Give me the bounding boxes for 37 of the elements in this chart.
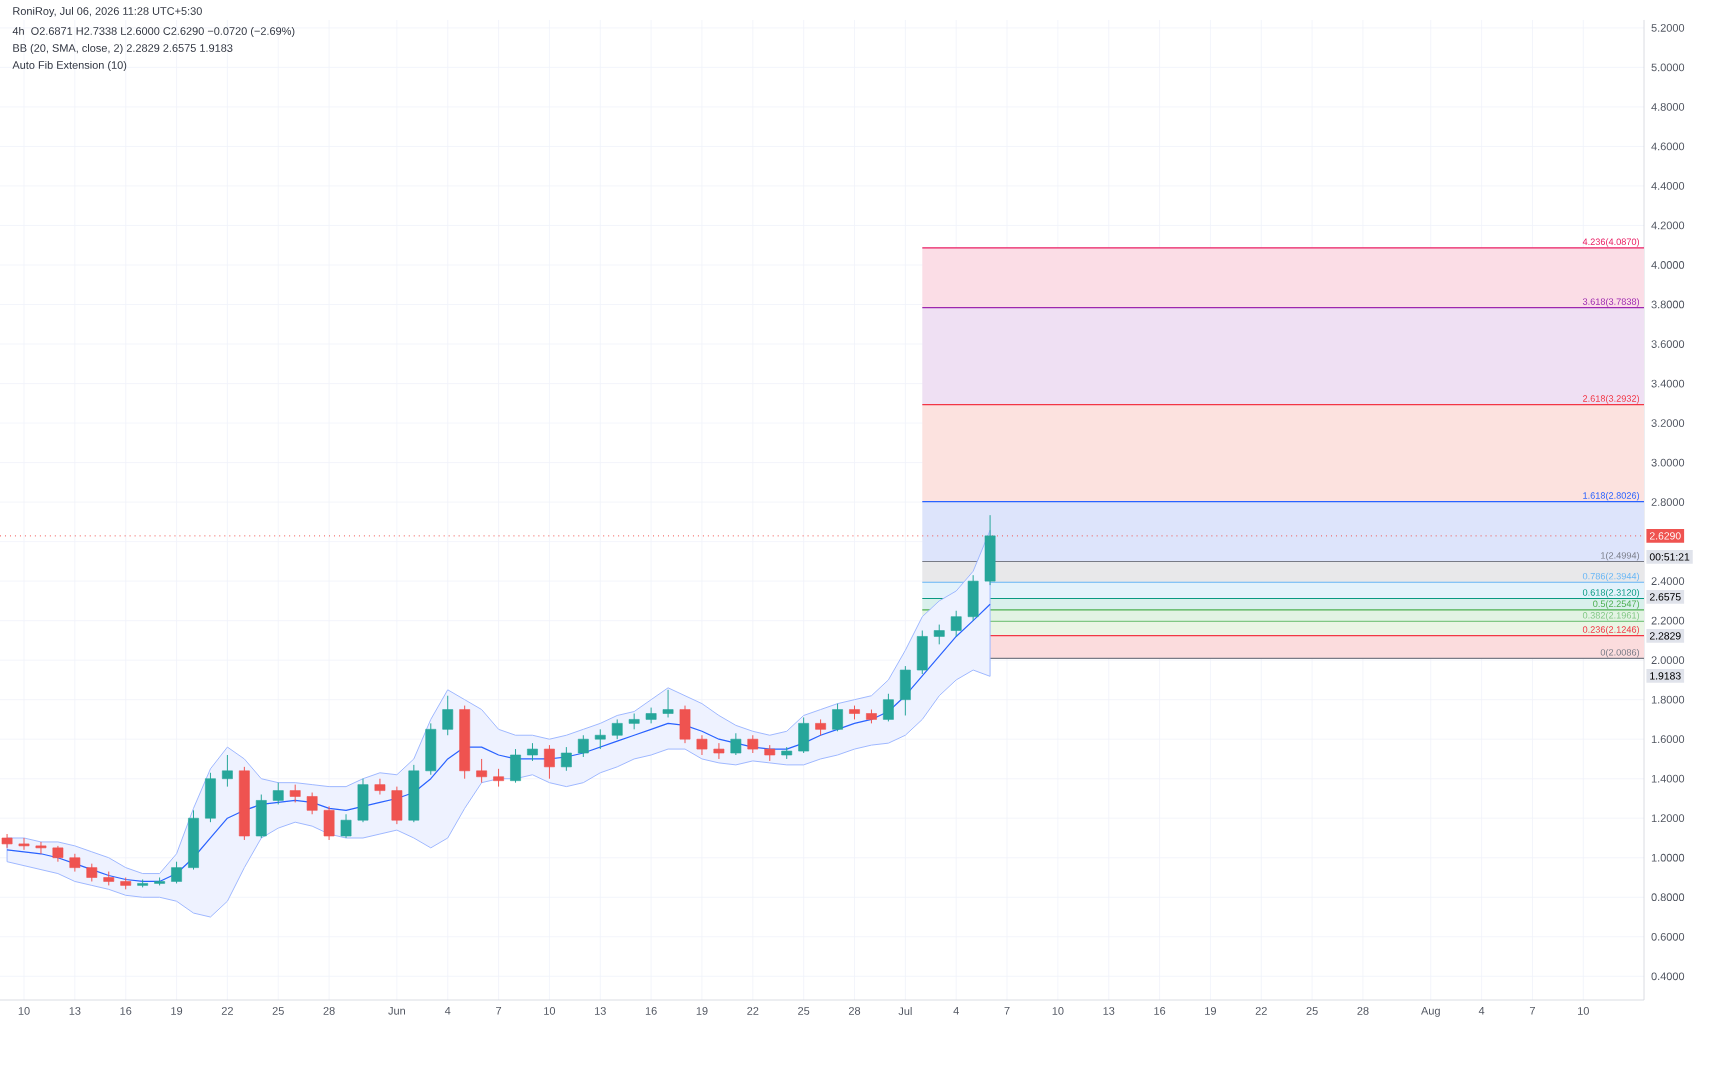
candlestick	[933, 624, 945, 645]
candlestick	[442, 695, 454, 736]
candlestick	[391, 786, 403, 825]
candlestick	[984, 514, 996, 586]
candlestick	[916, 630, 928, 675]
candlestick	[594, 728, 606, 750]
candlestick	[18, 837, 30, 851]
candlestick	[696, 734, 708, 756]
candlestick	[205, 772, 216, 823]
candlestick	[272, 782, 284, 805]
candlestick	[883, 693, 894, 722]
candlestick	[306, 792, 318, 815]
candlestick	[832, 703, 843, 732]
candlestick	[510, 748, 521, 784]
candlestick	[35, 841, 47, 855]
candlestick	[798, 716, 810, 754]
candlestick	[577, 734, 589, 758]
candlestick	[611, 718, 623, 740]
candlestick	[713, 742, 725, 760]
candlestick	[340, 813, 352, 839]
candlestick	[967, 574, 979, 622]
candlestick	[357, 778, 369, 823]
candlestick	[730, 732, 742, 756]
candlestick	[476, 758, 488, 784]
candlestick	[662, 689, 674, 718]
candlestick	[425, 722, 437, 776]
candlestick	[171, 861, 182, 884]
candlestick	[374, 778, 386, 796]
candlestick	[544, 744, 555, 780]
candlestick	[645, 707, 657, 724]
candlestick	[899, 665, 911, 716]
candlestick	[222, 754, 233, 788]
candlestick	[679, 705, 691, 744]
candlestick	[255, 794, 267, 839]
candlestick	[950, 610, 962, 637]
candlestick	[560, 746, 572, 772]
candlestick	[323, 805, 335, 841]
